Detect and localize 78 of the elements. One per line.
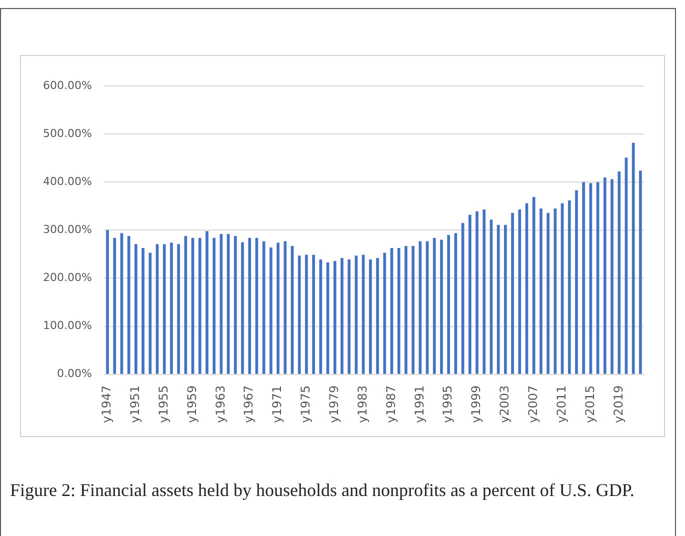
bar — [412, 246, 414, 374]
x-tick-label: y1995 — [440, 385, 455, 423]
bar — [234, 236, 237, 374]
x-tick-label: y1955 — [156, 385, 170, 423]
caption: Figure 2: Financial assets held by households and nonprofits as a percent of U.S. GDP. — [10, 479, 636, 502]
bar — [468, 214, 472, 374]
bar — [340, 258, 344, 374]
bar — [284, 241, 287, 374]
x-tick-label: y2011 — [554, 385, 568, 423]
bar — [270, 247, 272, 374]
bar — [418, 241, 422, 374]
x-tick-label: y2019 — [611, 385, 626, 423]
bar — [447, 234, 450, 374]
bar — [603, 177, 606, 374]
bar — [170, 242, 173, 374]
y-tick-label: 300.00% — [42, 223, 92, 236]
bar — [106, 230, 109, 374]
bar — [440, 240, 443, 374]
bar — [532, 197, 536, 374]
x-tick-label: y2007 — [526, 385, 540, 423]
x-tick-label: y1983 — [355, 385, 370, 423]
x-tick-label: y1979 — [327, 385, 342, 423]
bar — [134, 244, 138, 374]
bar — [206, 231, 208, 374]
bar — [376, 258, 379, 374]
bar — [568, 200, 571, 374]
x-tick-label: y1947 — [100, 385, 114, 423]
x-tick-label: y1963 — [213, 385, 228, 423]
x-tick-label: y1951 — [128, 385, 142, 423]
bar — [639, 170, 642, 374]
bar — [618, 172, 621, 374]
x-tick-label: y1959 — [184, 385, 199, 423]
bar — [632, 142, 635, 374]
bar — [397, 248, 400, 374]
bar — [212, 238, 216, 374]
y-tick-label: 600.00% — [42, 78, 92, 92]
y-tick-label: 400.00% — [42, 174, 92, 188]
x-tick-label: y1991 — [412, 385, 426, 423]
bar — [575, 190, 578, 374]
bar — [610, 179, 614, 374]
bar — [482, 210, 486, 374]
x-tick-label: y1999 — [469, 385, 484, 423]
x-tick-label: y2003 — [498, 385, 512, 423]
bar — [511, 212, 514, 374]
x-tick-label: y1975 — [298, 385, 313, 423]
y-tick-label: 0.00% — [56, 367, 92, 380]
y-tick-label: 500.00% — [42, 126, 92, 140]
bar — [113, 238, 116, 374]
bar — [276, 242, 280, 374]
bar — [162, 244, 166, 374]
bar — [546, 212, 550, 374]
bar — [504, 224, 507, 374]
y-tick-label: 200.00% — [42, 271, 92, 284]
bar — [198, 238, 202, 374]
bar — [148, 252, 152, 374]
bar — [348, 259, 351, 374]
bar — [248, 238, 252, 374]
bar — [476, 211, 478, 374]
bar — [184, 236, 188, 374]
bar — [333, 260, 336, 374]
bar — [582, 182, 586, 374]
bar — [312, 254, 315, 374]
y-tick-label: 100.00% — [42, 319, 92, 332]
bar — [177, 244, 180, 374]
x-tick-label: y1987 — [384, 385, 398, 423]
bar — [432, 238, 436, 374]
x-tick-label: y1971 — [270, 385, 284, 423]
bar — [383, 252, 386, 374]
bar — [241, 242, 244, 374]
bar — [368, 259, 372, 374]
x-tick-label: y2015 — [582, 385, 597, 423]
x-tick-label: y1967 — [242, 385, 256, 423]
bar — [404, 246, 408, 374]
bar — [305, 254, 308, 374]
bar — [298, 256, 301, 374]
bar — [540, 208, 542, 374]
bar — [142, 248, 144, 374]
bar — [518, 210, 522, 374]
